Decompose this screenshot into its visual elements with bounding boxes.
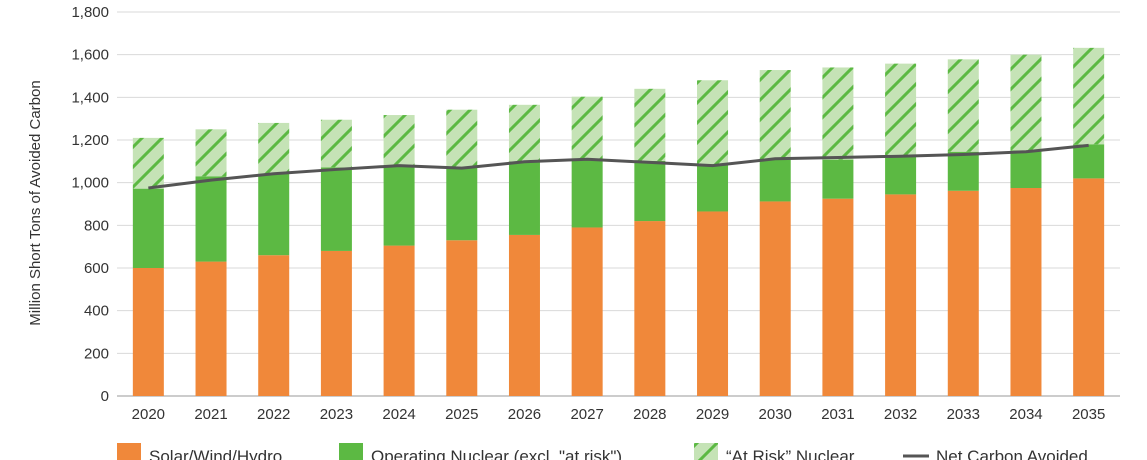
bar-operating-nuclear-excl-at-risk — [258, 173, 290, 256]
y-tick-label: 1,400 — [71, 89, 109, 106]
x-tick-label: 2021 — [194, 406, 227, 423]
bar-solar-wind-hydro — [132, 268, 164, 396]
legend: Solar/Wind/Hydro Operating Nuclear (excl.… — [117, 443, 1088, 460]
bar-operating-nuclear-excl-at-risk — [132, 188, 164, 268]
line-net-carbon-avoided — [148, 143, 1089, 190]
bar-solar-wind-hydro — [508, 234, 540, 396]
x-tick-label: 2025 — [445, 406, 478, 423]
y-tick-label: 1,800 — [71, 4, 109, 21]
bar-at-risk-nuclear — [132, 137, 164, 189]
x-tick-label: 2029 — [696, 406, 729, 423]
bar-operating-nuclear-excl-at-risk — [947, 151, 979, 191]
bar-solar-wind-hydro — [759, 201, 791, 396]
bar-solar-wind-hydro — [446, 240, 478, 396]
bar-at-risk-nuclear — [320, 119, 352, 168]
legend-label: “At Risk” Nuclear — [726, 447, 855, 460]
bar-operating-nuclear-excl-at-risk — [759, 159, 791, 202]
x-tick-label: 2032 — [884, 406, 917, 423]
x-tick-label: 2028 — [633, 406, 666, 423]
bar-solar-wind-hydro — [1010, 188, 1042, 396]
bar-operating-nuclear-excl-at-risk — [383, 165, 415, 246]
bar-solar-wind-hydro — [320, 250, 352, 396]
bar-operating-nuclear-excl-at-risk — [320, 167, 352, 251]
bar-at-risk-nuclear — [383, 115, 415, 166]
x-tick-label: 2026 — [508, 406, 541, 423]
y-tick-label: 1,600 — [71, 47, 109, 64]
bar-at-risk-nuclear — [508, 104, 540, 162]
y-tick-label: 200 — [84, 345, 109, 362]
bar-operating-nuclear-excl-at-risk — [1010, 150, 1042, 188]
bar-solar-wind-hydro — [383, 245, 415, 396]
legend-swatch-at-risk-nuclear — [694, 443, 718, 460]
x-tick-label: 2034 — [1009, 406, 1042, 423]
bar-solar-wind-hydro — [885, 194, 917, 396]
y-tick-label: 600 — [84, 260, 109, 277]
x-tick-label: 2031 — [821, 406, 854, 423]
bar-solar-wind-hydro — [1073, 178, 1105, 396]
legend-label: Operating Nuclear (excl. "at risk") — [371, 447, 622, 460]
bar-operating-nuclear-excl-at-risk — [634, 160, 666, 222]
bar-at-risk-nuclear — [195, 129, 227, 177]
bar-at-risk-nuclear — [1010, 54, 1042, 151]
x-tick-label: 2033 — [947, 406, 980, 423]
bar-at-risk-nuclear — [634, 88, 666, 161]
net-carbon-line — [148, 143, 1089, 190]
y-tick-label: 400 — [84, 303, 109, 320]
bar-at-risk-nuclear — [759, 70, 791, 160]
bars — [132, 47, 1105, 396]
x-tick-label: 2030 — [759, 406, 792, 423]
x-tick-label: 2024 — [382, 406, 415, 423]
x-tick-label: 2023 — [320, 406, 353, 423]
y-axis-label: Million Short Tons of Avoided Carbon — [27, 80, 44, 325]
bar-operating-nuclear-excl-at-risk — [446, 167, 478, 241]
y-tick-label: 0 — [101, 388, 109, 405]
bar-at-risk-nuclear — [446, 109, 478, 168]
legend-label: Net Carbon Avoided — [936, 447, 1088, 460]
x-tick-label: 2020 — [132, 406, 165, 423]
bar-operating-nuclear-excl-at-risk — [508, 161, 540, 235]
x-tick-label: 2022 — [257, 406, 290, 423]
bar-operating-nuclear-excl-at-risk — [195, 176, 227, 262]
bar-at-risk-nuclear — [258, 122, 290, 174]
legend-swatch-solar-wind-hydro — [117, 443, 141, 460]
y-tick-label: 1,000 — [71, 175, 109, 192]
bar-at-risk-nuclear — [822, 67, 854, 160]
bar-operating-nuclear-excl-at-risk — [571, 159, 603, 228]
bar-at-risk-nuclear — [885, 63, 917, 157]
axes: Million Short Tons of Avoided Carbon 0 20… — [27, 4, 1105, 423]
x-tick-label: 2027 — [570, 406, 603, 423]
bar-solar-wind-hydro — [258, 255, 290, 396]
bar-at-risk-nuclear — [947, 59, 979, 152]
bar-operating-nuclear-excl-at-risk — [885, 156, 917, 195]
legend-swatch-operating-nuclear-excl-at-risk — [339, 443, 363, 460]
bar-at-risk-nuclear — [1073, 47, 1105, 145]
bar-solar-wind-hydro — [697, 211, 729, 396]
x-tick-label: 2035 — [1072, 406, 1105, 423]
bar-operating-nuclear-excl-at-risk — [1073, 144, 1105, 179]
bar-operating-nuclear-excl-at-risk — [822, 159, 854, 199]
bar-at-risk-nuclear — [571, 96, 603, 160]
bar-solar-wind-hydro — [195, 261, 227, 396]
y-tick-label: 800 — [84, 217, 109, 234]
y-tick-label: 1,200 — [71, 132, 109, 149]
legend-label: Solar/Wind/Hydro — [149, 447, 282, 460]
bar-solar-wind-hydro — [634, 221, 666, 396]
bar-solar-wind-hydro — [822, 198, 854, 396]
bar-operating-nuclear-excl-at-risk — [697, 164, 729, 212]
bar-solar-wind-hydro — [571, 227, 603, 396]
bar-at-risk-nuclear — [697, 80, 729, 165]
bar-solar-wind-hydro — [947, 190, 979, 396]
